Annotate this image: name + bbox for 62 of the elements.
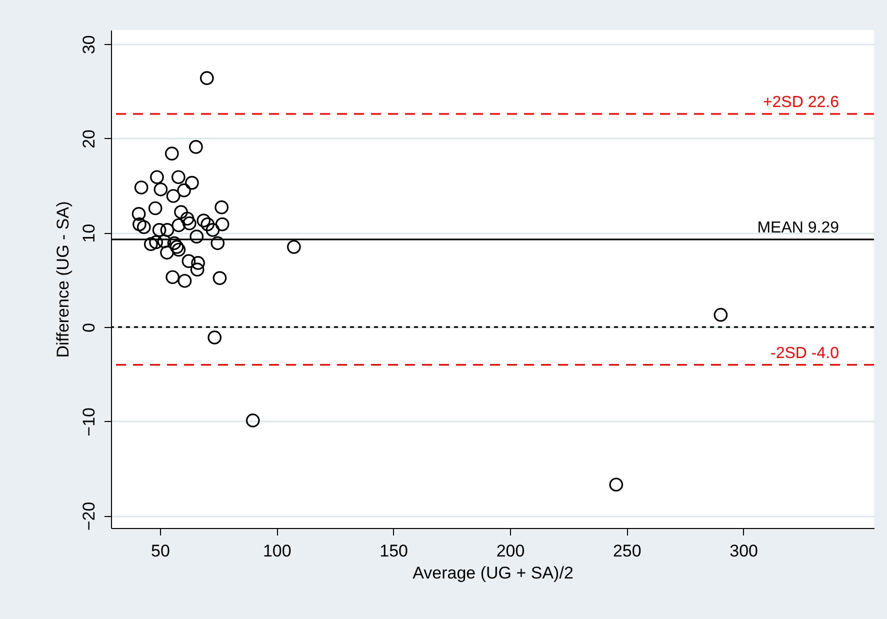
x-tick-label: 150 xyxy=(380,542,408,560)
point xyxy=(149,235,163,250)
x-tick-label: 100 xyxy=(262,542,292,560)
point xyxy=(177,183,191,198)
point xyxy=(167,236,182,250)
point xyxy=(152,223,166,237)
y-tick-label: −20 xyxy=(80,502,98,531)
x-tick-label: 300 xyxy=(730,542,758,560)
point xyxy=(200,217,215,232)
point xyxy=(178,274,192,288)
y-tick-label: 0 xyxy=(80,322,98,332)
point xyxy=(246,414,260,428)
point xyxy=(196,214,211,228)
point xyxy=(182,216,196,230)
point xyxy=(190,262,204,276)
point xyxy=(208,330,222,344)
point xyxy=(185,176,199,190)
point xyxy=(148,201,162,216)
point xyxy=(166,189,180,203)
point xyxy=(154,182,168,196)
y-tick-label: −10 xyxy=(80,408,98,436)
point xyxy=(172,170,186,184)
point xyxy=(210,236,225,250)
point xyxy=(172,242,186,257)
point xyxy=(215,217,230,232)
y-tick-label: 10 xyxy=(80,224,98,243)
x-tick-label: 50 xyxy=(151,542,170,560)
y-tick-label: 20 xyxy=(80,130,98,148)
x-tick-label: 250 xyxy=(612,542,642,560)
point xyxy=(150,170,164,184)
point xyxy=(609,478,624,492)
x-tick-label: 200 xyxy=(496,542,525,560)
point xyxy=(206,223,220,237)
point xyxy=(189,140,203,154)
point xyxy=(136,220,151,234)
point xyxy=(172,218,186,232)
point xyxy=(287,240,301,254)
point xyxy=(160,223,174,237)
point xyxy=(132,217,146,232)
point xyxy=(182,254,196,268)
x-axis-title: Average (UG + SA)/2 xyxy=(412,564,574,582)
point xyxy=(134,180,148,194)
ref-line-label: -2SD -4.0 xyxy=(770,344,840,362)
point xyxy=(200,71,214,86)
point xyxy=(160,246,174,260)
point xyxy=(166,270,180,284)
y-axis-title: Difference (UG - SA) xyxy=(54,201,72,358)
point xyxy=(190,230,204,244)
point xyxy=(212,271,227,285)
point xyxy=(174,205,188,219)
y-tick-label: 30 xyxy=(80,35,98,54)
point xyxy=(132,207,146,221)
ref-line-label: MEAN 9.29 xyxy=(757,219,840,236)
ref-line-label: +2SD 22.6 xyxy=(762,94,840,111)
point xyxy=(144,237,158,252)
point xyxy=(180,212,194,226)
point xyxy=(214,200,229,214)
point xyxy=(191,256,205,270)
point xyxy=(164,146,179,160)
point xyxy=(170,240,184,254)
point xyxy=(157,234,172,248)
point xyxy=(714,308,728,322)
